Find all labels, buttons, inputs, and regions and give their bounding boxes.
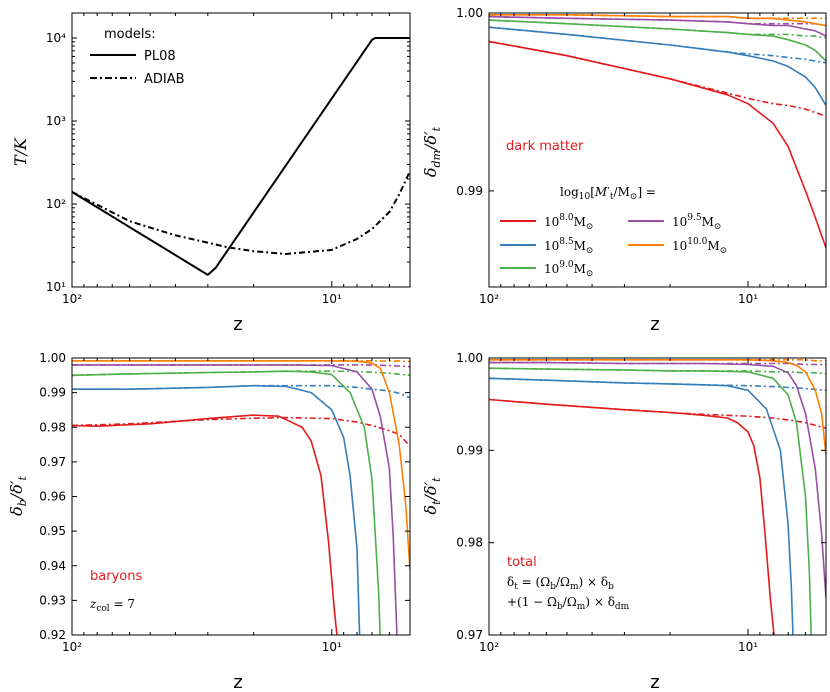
y-axis-label: T/K bbox=[11, 137, 30, 166]
y-tick-label: 0.94 bbox=[39, 559, 66, 573]
x-tick-label: 10¹ bbox=[738, 640, 758, 654]
collapse-redshift-note: zcol = 7 bbox=[89, 597, 135, 614]
plot-area: 0.92 0.93 0.94 0.95 0.96 0.97 0.98 0.99 1.00 10² 1… bbox=[39, 351, 411, 654]
series-line-adiab-dashdot bbox=[72, 170, 410, 255]
legend-label-m9-0: 109.0M⊙ bbox=[544, 260, 593, 279]
panel-annotation: dark matter bbox=[506, 139, 584, 154]
y-tick-label: 0.99 bbox=[456, 443, 483, 457]
y-axis-label: δb/δ′t bbox=[7, 476, 29, 516]
x-tick-label: 10² bbox=[479, 292, 499, 306]
axes-frame bbox=[488, 357, 827, 636]
x-axis-label: z bbox=[650, 314, 659, 335]
x-tick-label: 10² bbox=[62, 292, 82, 306]
y-tick-label: 0.98 bbox=[456, 536, 483, 550]
series-line-10-10-0 bbox=[72, 359, 410, 570]
y-tick-label: 0.99 bbox=[456, 184, 483, 198]
x-tick-label: 10¹ bbox=[738, 292, 758, 306]
series-line-10-8-5 bbox=[489, 26, 826, 106]
y-tick-label: 0.95 bbox=[39, 524, 66, 538]
y-tick-label: 0.97 bbox=[456, 628, 483, 642]
series-line-10-8-5-dashdot bbox=[72, 384, 410, 399]
y-tick-label: 0.99 bbox=[39, 386, 66, 400]
y-tick-label: 1.00 bbox=[456, 6, 483, 20]
axes-frame bbox=[71, 12, 411, 288]
y-tick-label: 0.92 bbox=[39, 628, 66, 642]
legend-label-pl08: PL08 bbox=[144, 49, 176, 64]
y-axis-label: δt/δ′t bbox=[421, 477, 443, 515]
formula-line-1: δt = (Ωb/Ωm) × δb bbox=[507, 575, 614, 592]
legend-label-m8-0: 108.0M⊙ bbox=[544, 213, 593, 232]
y-axis-label: δdm/δ′t bbox=[421, 126, 443, 177]
y-tick-label: 1.00 bbox=[39, 351, 66, 365]
x-tick-label: 10² bbox=[62, 640, 82, 654]
legend-label-m8-5: 108.5M⊙ bbox=[544, 237, 593, 256]
legend-masses: log10[M′t/M⊙] = 108.0M⊙ 108.5M⊙ 109.0M⊙ … bbox=[500, 185, 727, 279]
series-line-10-10-0 bbox=[489, 358, 826, 455]
series-line-pl08 bbox=[72, 37, 410, 276]
legend-models: models: PL08 ADIAB bbox=[90, 27, 185, 87]
series-line-10-10-0-dashdot bbox=[489, 14, 826, 20]
panel-annotation: baryons bbox=[90, 569, 142, 584]
series-lines bbox=[72, 37, 410, 276]
y-tick-label: 10² bbox=[46, 197, 66, 211]
series-line-10-9-0-dashdot bbox=[489, 19, 826, 39]
y-tick-label: 10³ bbox=[46, 114, 66, 128]
series-lines bbox=[489, 14, 826, 249]
y-tick-label: 10⁴ bbox=[46, 31, 66, 45]
panel-dark-matter: 0.99 1.00 10² 10¹ z δdm/δ′t dark matter log… bbox=[421, 6, 827, 335]
series-line-10-8-0 bbox=[72, 414, 338, 635]
formula-line-2: +(1 − Ωb/Ωm) × δdm bbox=[507, 595, 630, 612]
axes-frame bbox=[488, 12, 827, 288]
series-line-10-8-0-dashdot bbox=[72, 416, 410, 447]
series-line-10-9-5-dashdot bbox=[489, 15, 826, 27]
y-tick-label: 10¹ bbox=[46, 280, 66, 294]
y-tick-label: 1.00 bbox=[456, 351, 483, 365]
legend-title: log10[M′t/M⊙] = bbox=[560, 185, 656, 202]
panel-baryons: 0.92 0.93 0.94 0.95 0.96 0.97 0.98 0.99 1.00 10² 1… bbox=[7, 351, 411, 692]
y-tick-label: 0.93 bbox=[39, 593, 66, 607]
legend-label-adiab: ADIAB bbox=[144, 72, 185, 87]
series-lines bbox=[489, 358, 826, 635]
panel-annotation: total bbox=[507, 555, 537, 570]
y-tick-label: 0.98 bbox=[39, 420, 66, 434]
svg-text:δt/δ′t: δt/δ′t bbox=[421, 477, 443, 515]
plot-area: 0.99 1.00 10² 10¹ bbox=[456, 6, 827, 306]
series-line-10-8-0 bbox=[489, 40, 826, 249]
panel-total: 0.97 0.98 0.99 1.00 10² 10¹ z δt/δ′t total δt… bbox=[421, 351, 827, 692]
legend-label-m9-5: 109.5M⊙ bbox=[672, 213, 721, 232]
svg-text:T/K: T/K bbox=[11, 137, 30, 166]
x-tick-label: 10² bbox=[479, 640, 499, 654]
x-axis-label: z bbox=[650, 672, 659, 692]
x-axis-label: z bbox=[233, 672, 242, 692]
legend-label-m10-0: 1010.0M⊙ bbox=[672, 237, 727, 256]
series-line-10-9-5 bbox=[489, 361, 826, 599]
x-axis-label: z bbox=[233, 314, 242, 335]
plot-area: 0.97 0.98 0.99 1.00 10² 10¹ bbox=[456, 351, 827, 654]
legend-title: models: bbox=[104, 27, 156, 42]
series-line-10-8-0-dashdot bbox=[489, 40, 826, 117]
svg-text:δb/δ′t: δb/δ′t bbox=[7, 476, 29, 516]
x-tick-label: 10¹ bbox=[322, 292, 342, 306]
series-line-10-8-5-dashdot bbox=[489, 26, 826, 64]
x-tick-label: 10¹ bbox=[322, 640, 342, 654]
series-line-10-8-5 bbox=[72, 384, 361, 635]
svg-text:δdm/δ′t: δdm/δ′t bbox=[421, 126, 443, 177]
y-tick-label: 0.97 bbox=[39, 455, 66, 469]
axes-frame bbox=[71, 357, 411, 636]
y-tick-label: 0.96 bbox=[39, 490, 66, 504]
